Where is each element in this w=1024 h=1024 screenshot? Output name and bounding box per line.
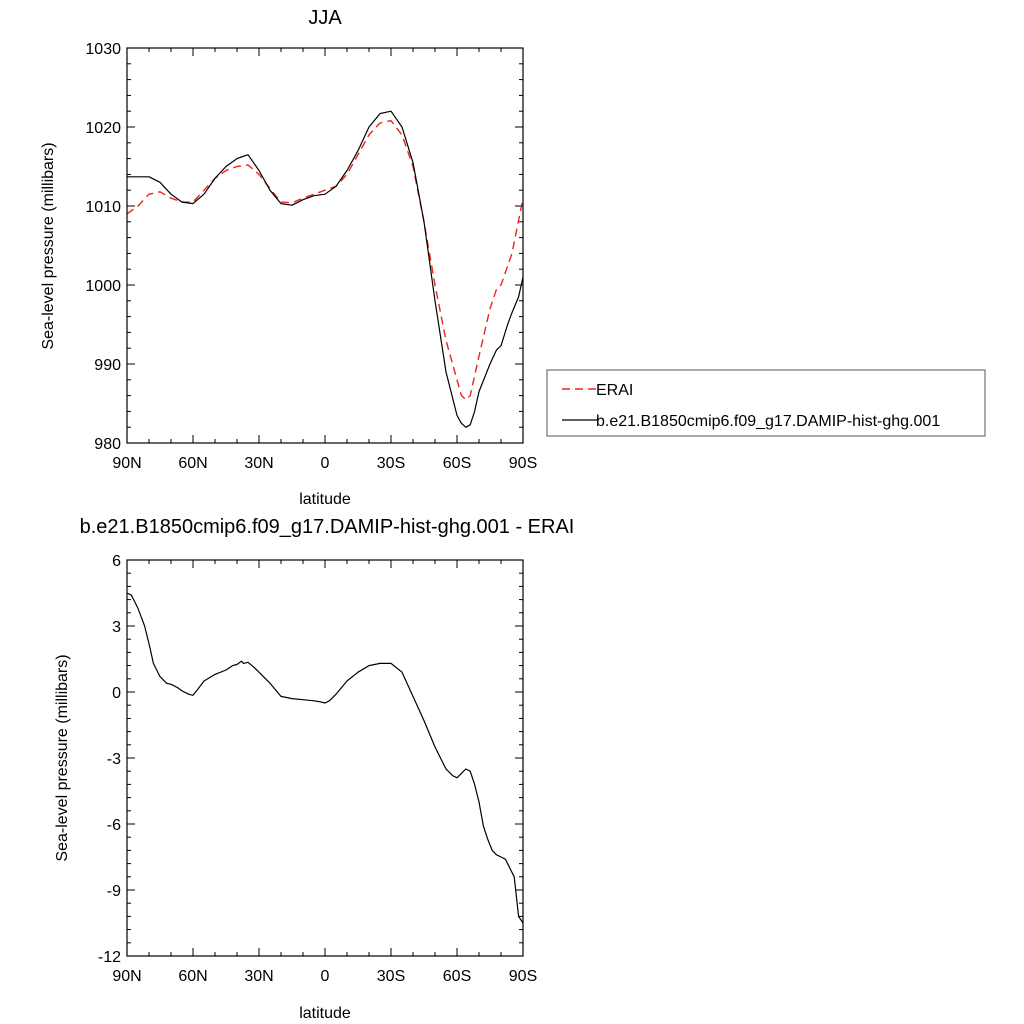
series-line-difference — [126, 592, 524, 924]
x-tick-label: 60S — [443, 455, 471, 472]
series-line-erai — [126, 119, 524, 401]
y-tick-label: -3 — [107, 751, 121, 768]
legend-label-erai: ERAI — [596, 382, 633, 399]
y-tick-label: 0 — [112, 685, 121, 702]
legend-label-model: b.e21.B1850cmip6.f09_g17.DAMIP-hist-ghg.… — [596, 413, 940, 430]
plot-frame — [126, 47, 524, 444]
x-tick-label: 90N — [112, 455, 141, 472]
y-tick-label: 990 — [94, 357, 121, 374]
sea-level-pressure-jja-chart: JJA Sea-level pressure (millibars) latit… — [40, 7, 986, 508]
plot-frame — [126, 559, 524, 957]
x-tick-label: 60N — [178, 968, 207, 985]
y-axis-label: Sea-level pressure (millibars) — [40, 142, 57, 349]
y-tick-label: 980 — [94, 436, 121, 453]
axis-ticks: 90N 60N 30N 0 30S 60S 90S 6 3 0 -3 -6 -9 -12 — [98, 553, 537, 985]
x-tick-label: 90N — [112, 968, 141, 985]
y-tick-label: -6 — [107, 817, 121, 834]
x-tick-label: 0 — [321, 455, 330, 472]
y-tick-label: -12 — [98, 949, 121, 966]
x-tick-label: 60N — [178, 455, 207, 472]
x-tick-label: 60S — [443, 968, 471, 985]
y-tick-label: 1000 — [85, 278, 121, 295]
series-lines — [126, 110, 524, 428]
legend: ERAI b.e21.B1850cmip6.f09_g17.DAMIP-hist… — [546, 369, 986, 437]
x-tick-label: 30S — [377, 968, 405, 985]
y-axis-label: Sea-level pressure (millibars) — [54, 654, 71, 861]
x-tick-label: 0 — [321, 968, 330, 985]
x-axis-label: latitude — [299, 1005, 351, 1022]
y-tick-label: 1030 — [85, 41, 121, 58]
axis-ticks: 90N 60N 30N 0 30S 60S 90S 1030 1020 1010 1000 990 98… — [85, 41, 537, 472]
y-tick-label: 1010 — [85, 199, 121, 216]
legend-box — [546, 369, 986, 437]
x-tick-label: 30S — [377, 455, 405, 472]
y-tick-label: 1020 — [85, 120, 121, 137]
y-tick-label: 3 — [112, 619, 121, 636]
series-lines — [126, 592, 524, 924]
chart-title-jja: JJA — [308, 7, 342, 29]
x-axis-label: latitude — [299, 491, 351, 508]
x-tick-label: 30N — [244, 455, 273, 472]
difference-chart: b.e21.B1850cmip6.f09_g17.DAMIP-hist-ghg.… — [54, 516, 574, 1022]
x-tick-label: 90S — [509, 455, 537, 472]
chart-title-difference: b.e21.B1850cmip6.f09_g17.DAMIP-hist-ghg.… — [80, 516, 575, 538]
x-tick-label: 30N — [244, 968, 273, 985]
y-tick-label: -9 — [107, 883, 121, 900]
x-tick-label: 90S — [509, 968, 537, 985]
series-line-b-e21-b1850cmip6-f09-g17-damip-hist-ghg-001 — [127, 110, 524, 428]
y-tick-label: 6 — [112, 553, 121, 570]
